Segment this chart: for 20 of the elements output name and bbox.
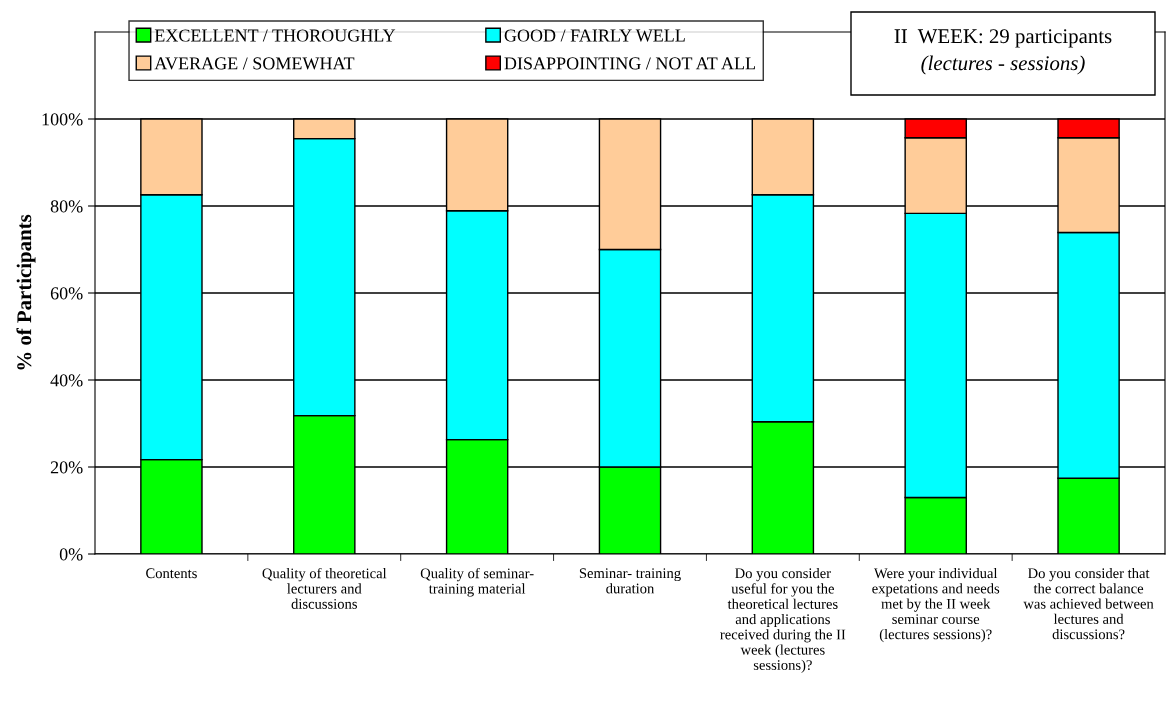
x-tick-label: Contents (146, 568, 197, 579)
x-tick-label: Quality of theoretical lecturers and discussions (262, 567, 387, 609)
x-tick-label: Seminar- training duration (579, 568, 681, 594)
y-tick-label: 20% (50, 461, 83, 474)
y-tick-label: 60% (50, 287, 83, 300)
x-tick-label: Quality of seminar- training material (420, 567, 534, 597)
x-tick-label: Do you consider useful for you the theoretical lectures and applications received during the II week (lectures sessions)? (720, 567, 846, 673)
legend-label: AVERAGE / SOMEWHAT (154, 57, 355, 70)
y-tick-label: 80% (50, 200, 83, 213)
x-tick-label: Do you consider that the correct balance was achieved between lectures and discussions? (1023, 567, 1154, 640)
annotation: II WEEK: 29 participants (894, 29, 1112, 48)
y-tick-label: 100% (42, 113, 83, 126)
x-tick-label: Were your individual expetations and needs met by the II week seminar course (lectures sessions)? (872, 567, 1000, 643)
y-tick-label: 40% (50, 374, 83, 387)
y-axis-title: % of Participants (16, 214, 36, 370)
legend-label: EXCELLENT / THOROUGHLY (154, 29, 396, 42)
legend-label: GOOD / FAIRLY WELL (504, 29, 685, 42)
annotation: (lectures - sessions) (921, 55, 1085, 75)
y-tick-label: 0% (59, 548, 83, 561)
legend-label: DISAPPOINTING / NOT AT ALL (504, 57, 755, 70)
